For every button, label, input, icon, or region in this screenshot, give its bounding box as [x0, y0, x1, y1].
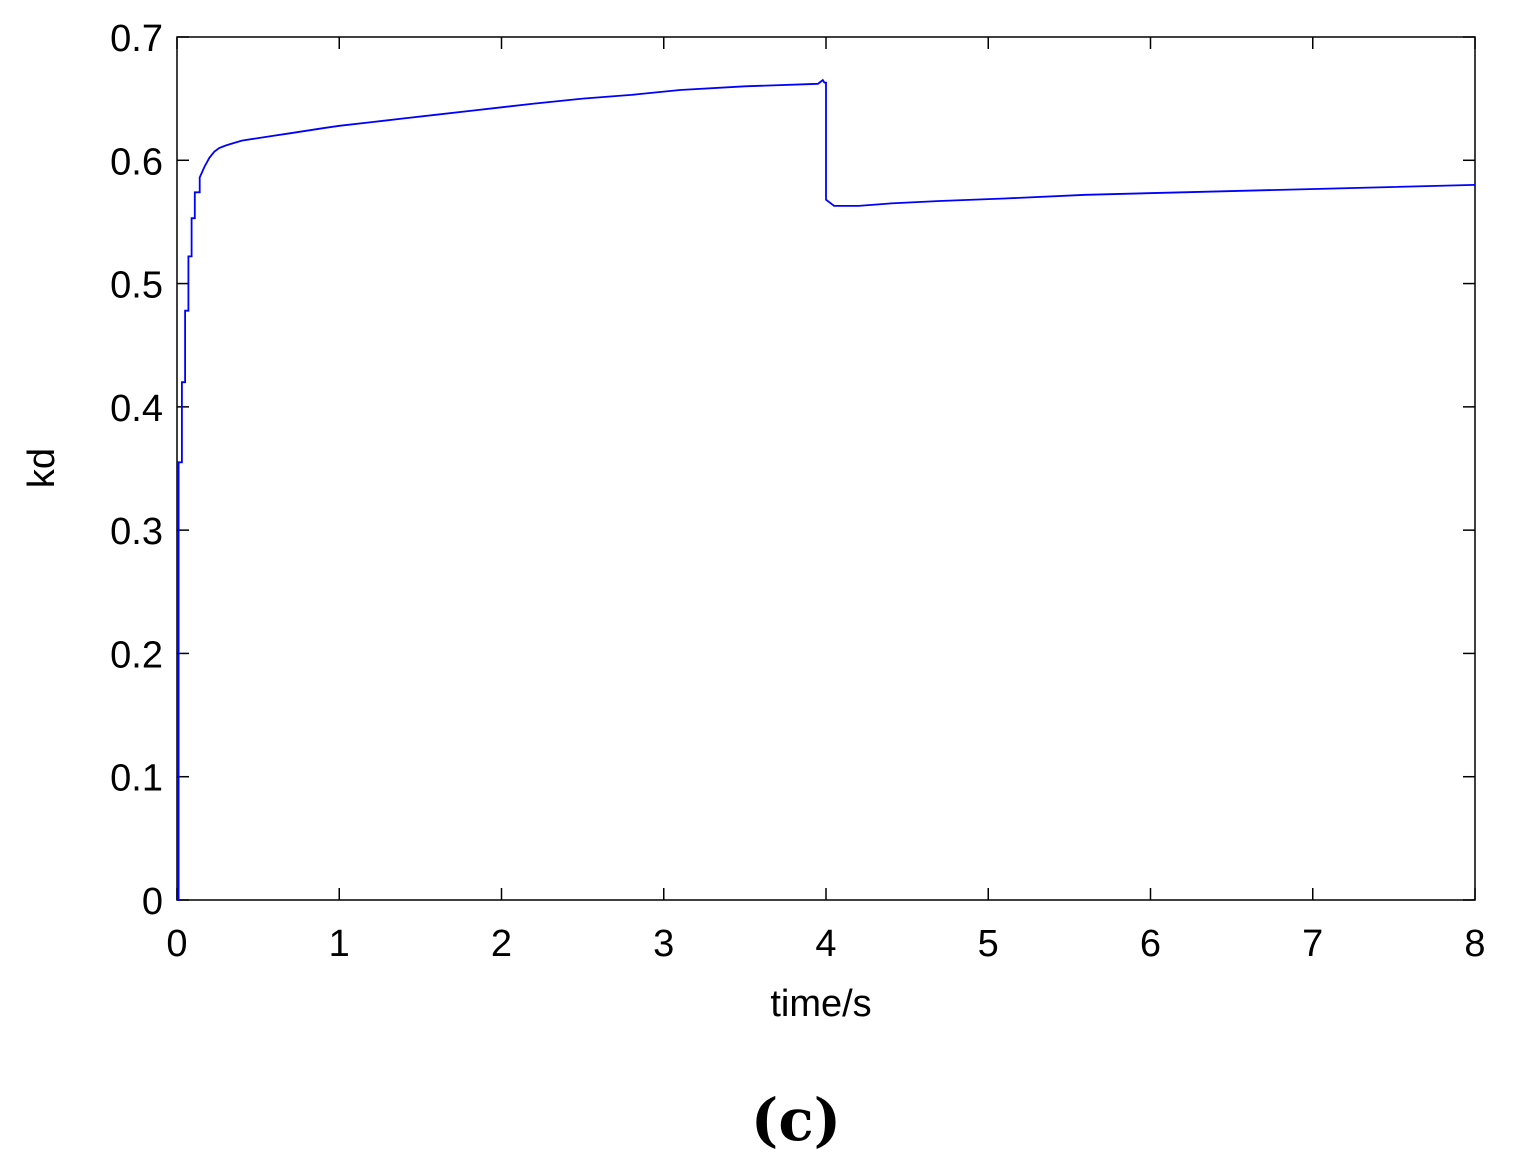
- x-tick-label: 5: [978, 923, 999, 965]
- y-tick-label: 0.6: [110, 141, 163, 183]
- x-axis-label: time/s: [770, 983, 871, 1025]
- y-tick-label: 0.2: [110, 634, 163, 676]
- y-tick-label: 0.3: [110, 511, 163, 553]
- y-tick-label: 0.1: [110, 758, 163, 800]
- y-tick-label: 0.7: [110, 18, 163, 60]
- x-tick-label: 7: [1302, 923, 1323, 965]
- x-tick-label: 6: [1140, 923, 1161, 965]
- x-tick-label: 4: [815, 923, 836, 965]
- x-tick-label: 0: [166, 923, 187, 965]
- x-axis-ticks: 0 1 2 3 4 5 6 7 8: [166, 37, 1486, 965]
- kd-series-line: [177, 78, 1476, 901]
- x-tick-label: 1: [329, 923, 350, 965]
- y-tick-label: 0.5: [110, 265, 163, 307]
- x-tick-label: 2: [491, 923, 512, 965]
- x-tick-label: 3: [653, 923, 674, 965]
- figure-caption: (c): [751, 1086, 841, 1154]
- y-axis-label: kd: [21, 448, 63, 488]
- y-tick-label: 0: [142, 881, 163, 923]
- x-tick-label: 8: [1464, 923, 1485, 965]
- y-tick-label: 0.4: [110, 388, 163, 430]
- y-axis-ticks: 0 0.1 0.2 0.3 0.4 0.5 0.6 0.7: [110, 18, 1475, 923]
